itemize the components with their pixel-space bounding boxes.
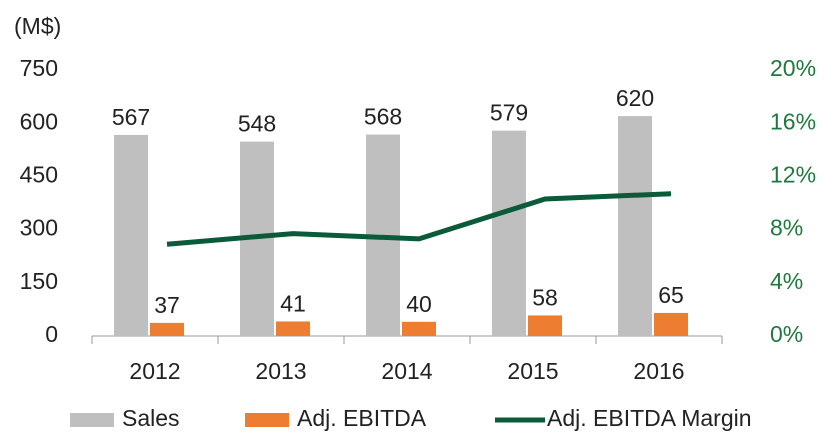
data-label: 579	[490, 100, 528, 126]
bar	[492, 130, 526, 336]
legend-label: Sales	[122, 405, 180, 431]
y2-tick-label: 8%	[770, 215, 803, 241]
bar	[150, 322, 184, 336]
data-label: 40	[406, 291, 432, 317]
x-tick-label: 2012	[129, 358, 180, 384]
bar	[654, 312, 688, 336]
data-label: 548	[238, 111, 276, 137]
data-label: 567	[112, 104, 150, 130]
y2-tick-label: 4%	[770, 268, 803, 294]
data-label: 41	[280, 291, 306, 317]
data-label: 620	[616, 85, 654, 111]
x-tick-label: 2016	[633, 358, 684, 384]
x-tick-label: 2014	[381, 358, 432, 384]
bar	[402, 321, 436, 336]
y-tick-label: 150	[20, 268, 58, 294]
data-label: 58	[532, 285, 558, 311]
legend-swatch	[245, 413, 289, 427]
bar	[528, 315, 562, 336]
legend-label: Adj. EBITDA	[297, 405, 427, 431]
data-label: 65	[658, 282, 684, 308]
legend-label: Adj. EBITDA Margin	[547, 405, 752, 431]
y-tick-label: 300	[20, 215, 58, 241]
y-tick-label: 0	[45, 321, 58, 347]
line	[166, 191, 672, 247]
y-tick-label: 600	[20, 108, 58, 134]
x-tick-label: 2015	[507, 358, 558, 384]
y-axis-label: (M$)	[14, 13, 61, 39]
data-label: 37	[154, 292, 180, 318]
data-label: 568	[364, 104, 402, 130]
bar	[618, 116, 652, 337]
bar	[276, 321, 310, 336]
x-tick-label: 2013	[255, 358, 306, 384]
y-tick-label: 450	[20, 161, 58, 187]
y2-tick-label: 0%	[770, 321, 803, 347]
bar	[114, 134, 148, 336]
y2-tick-label: 16%	[770, 108, 816, 134]
y-tick-label: 750	[20, 55, 58, 81]
y2-tick-label: 12%	[770, 161, 816, 187]
legend-swatch	[70, 413, 114, 427]
y2-tick-label: 20%	[770, 55, 816, 81]
